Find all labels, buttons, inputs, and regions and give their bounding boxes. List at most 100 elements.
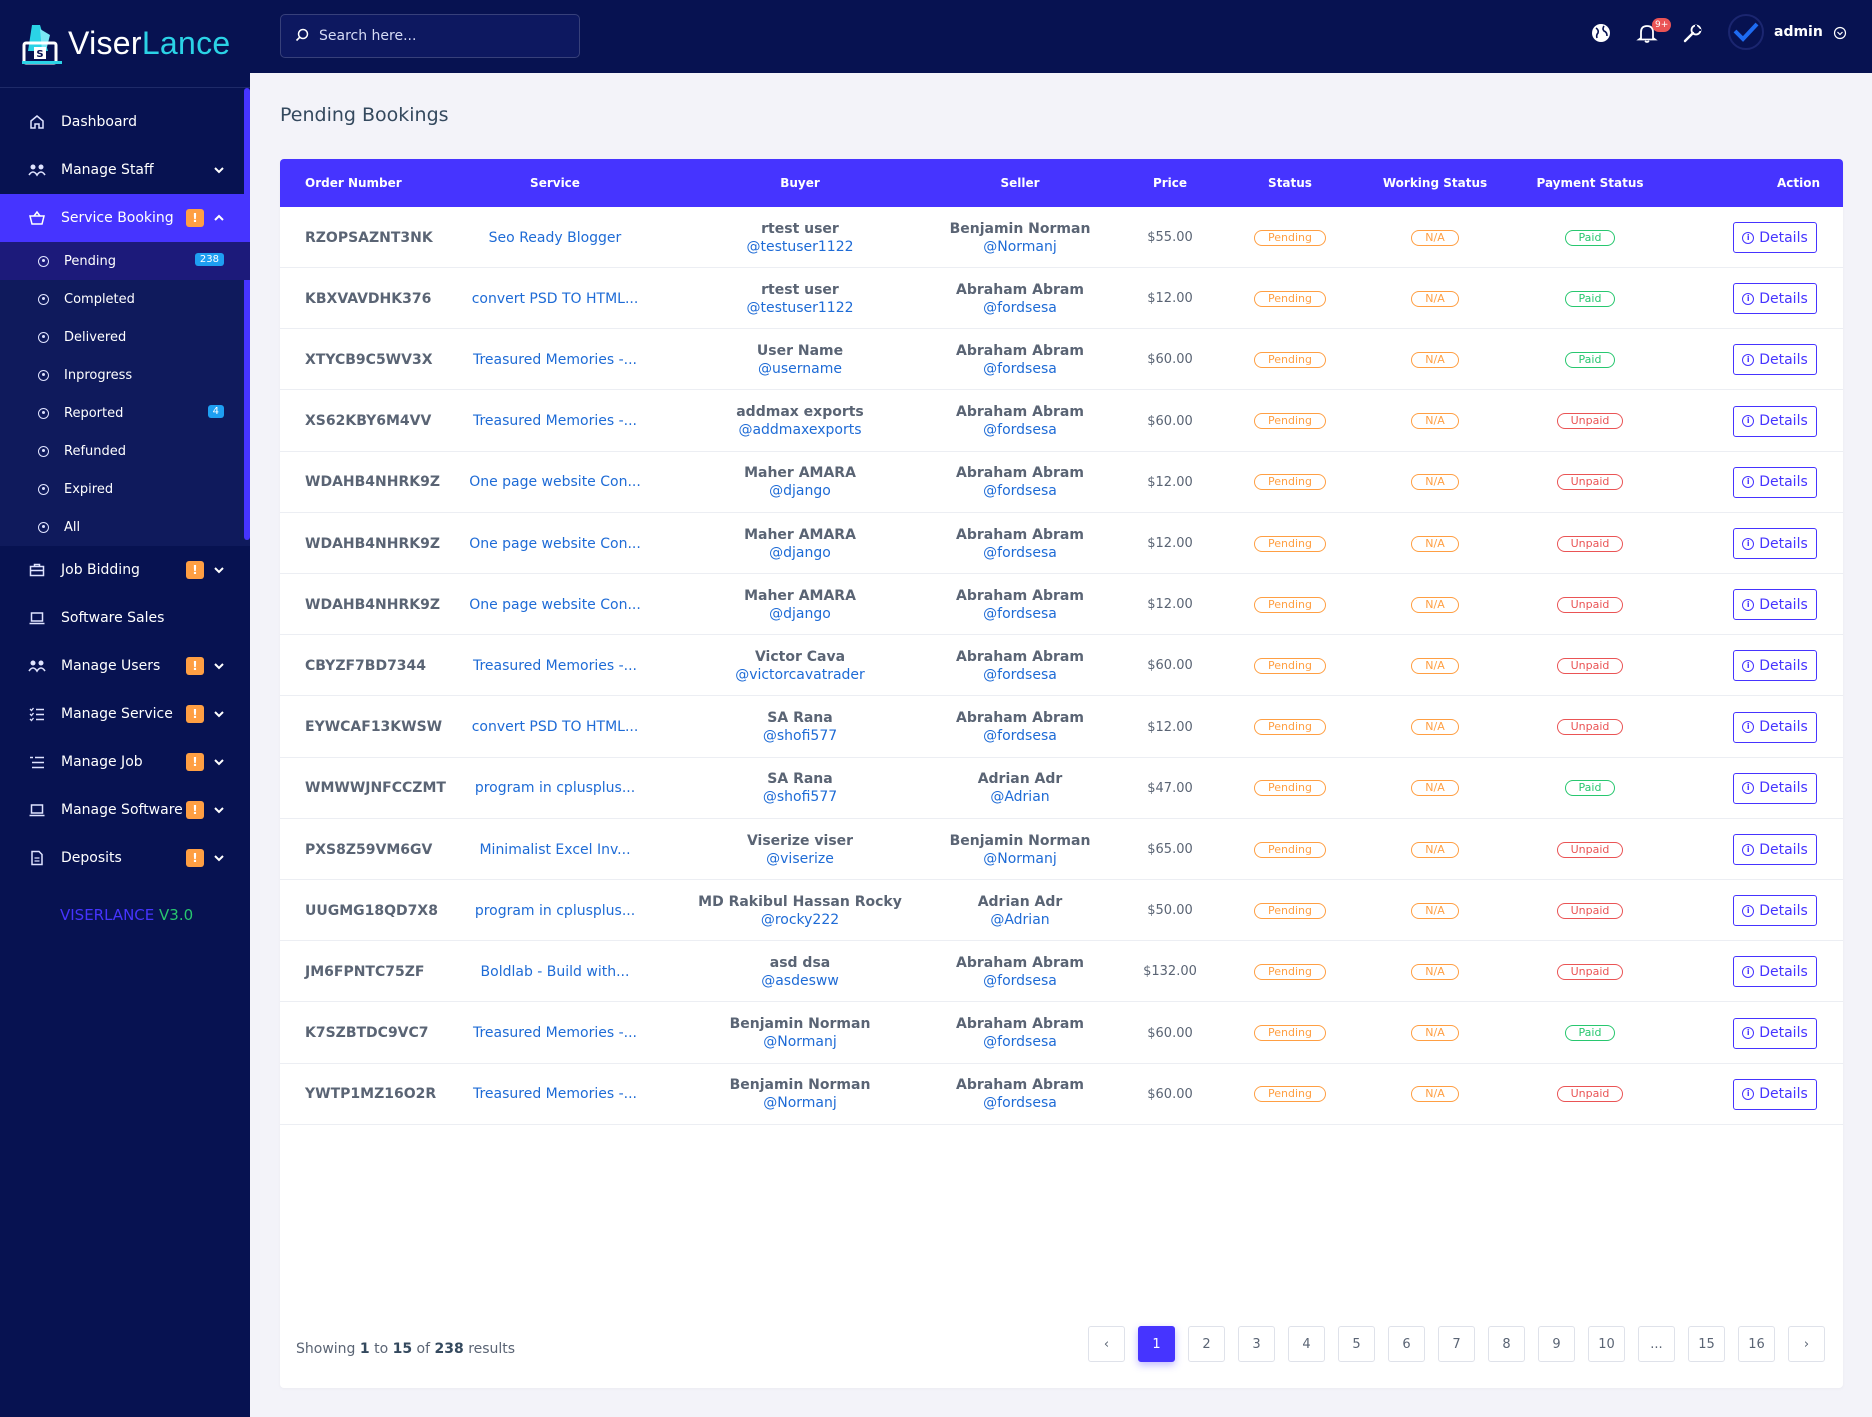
seller-handle-link[interactable]: @fordsesa [983,360,1057,377]
details-button[interactable]: i Details [1733,1017,1817,1049]
next-page-button[interactable]: › [1788,1326,1825,1362]
seller-handle-link[interactable]: @fordsesa [983,605,1057,622]
page-button[interactable]: 7 [1438,1326,1475,1362]
buyer-handle-link[interactable]: @django [769,483,831,500]
details-button[interactable]: i Details [1733,589,1817,621]
buyer-handle-link[interactable]: @Normanj [763,1095,837,1112]
bell-icon[interactable] [1636,22,1658,44]
sidebar-item-deposits[interactable]: Deposits ! [0,834,250,882]
buyer-handle-link[interactable]: @testuser1122 [746,238,854,255]
page-button[interactable]: 4 [1288,1326,1325,1362]
submenu-item-pending[interactable]: Pending 238 [0,242,250,280]
submenu-item-refunded[interactable]: Refunded [0,432,250,470]
page-button[interactable]: 5 [1338,1326,1375,1362]
sidebar-scrollbar[interactable] [244,88,250,540]
seller-handle-link[interactable]: @fordsesa [983,422,1057,439]
search-input[interactable] [319,28,559,44]
submenu-item-delivered[interactable]: Delivered [0,318,250,356]
sidebar-item-manage-software[interactable]: Manage Software ! [0,786,250,834]
search-box[interactable] [280,14,580,58]
buyer-handle-link[interactable]: @addmaxexports [738,422,862,439]
service-link[interactable]: convert PSD TO HTML... [471,719,639,736]
service-link[interactable]: One page website Con... [469,535,641,552]
buyer-handle-link[interactable]: @shofi577 [762,728,838,745]
sidebar-item-manage-staff[interactable]: Manage Staff [0,146,250,194]
service-link[interactable]: program in cplusplus... [474,780,636,797]
sidebar-item-service-booking[interactable]: Service Booking ! [0,194,250,242]
sidebar-item-manage-job[interactable]: Manage Job ! [0,738,250,786]
buyer-handle-link[interactable]: @asdesww [761,972,839,989]
details-button[interactable]: i Details [1733,772,1817,804]
seller-handle-link[interactable]: @fordsesa [983,483,1057,500]
service-link[interactable]: Seo Ready Blogger [488,229,622,246]
seller-handle-link[interactable]: @fordsesa [983,299,1057,316]
details-button[interactable]: i Details [1733,222,1817,253]
buyer-handle-link[interactable]: @username [758,360,842,377]
details-button[interactable]: i Details [1733,956,1817,988]
submenu-item-inprogress[interactable]: Inprogress [0,356,250,394]
globe-icon[interactable] [1590,22,1612,44]
submenu-item-reported[interactable]: Reported 4 [0,394,250,432]
seller-handle-link[interactable]: @fordsesa [983,972,1057,989]
details-button[interactable]: i Details [1733,1078,1817,1110]
buyer-handle-link[interactable]: @viserize [766,850,834,867]
service-link[interactable]: Treasured Memories -... [472,1025,637,1042]
buyer-handle-link[interactable]: @victorcavatrader [735,666,865,683]
submenu-item-all[interactable]: All [0,508,250,546]
details-button[interactable]: i Details [1733,711,1817,743]
seller-handle-link[interactable]: @fordsesa [983,1095,1057,1112]
sidebar-item-job-bidding[interactable]: Job Bidding ! [0,546,250,594]
submenu-item-expired[interactable]: Expired [0,470,250,508]
buyer-handle-link[interactable]: @Normanj [763,1034,837,1051]
page-button[interactable]: 16 [1738,1326,1775,1362]
buyer-handle-link[interactable]: @testuser1122 [746,299,854,316]
sidebar-item-manage-service[interactable]: Manage Service ! [0,690,250,738]
service-link[interactable]: Treasured Memories -... [472,657,637,674]
page-button[interactable]: 3 [1238,1326,1275,1362]
prev-page-button[interactable]: ‹ [1088,1326,1125,1362]
page-button[interactable]: 15 [1688,1326,1725,1362]
page-button[interactable]: 6 [1388,1326,1425,1362]
details-button[interactable]: i Details [1733,344,1817,376]
seller-handle-link[interactable]: @Adrian [990,911,1050,928]
page-button[interactable]: 1 [1138,1326,1175,1362]
brand-logo[interactable]: S ViserLance [0,0,250,88]
details-button[interactable]: i Details [1733,466,1817,498]
service-link[interactable]: Boldlab - Build with... [480,963,630,980]
seller-handle-link[interactable]: @fordsesa [983,544,1057,561]
seller-handle-link[interactable]: @fordsesa [983,728,1057,745]
page-button[interactable]: 9 [1538,1326,1575,1362]
seller-handle-link[interactable]: @fordsesa [983,1034,1057,1051]
seller-handle-link[interactable]: @Adrian [990,789,1050,806]
service-link[interactable]: Treasured Memories -... [472,413,637,430]
sidebar-item-manage-users[interactable]: Manage Users ! [0,642,250,690]
seller-handle-link[interactable]: @fordsesa [983,666,1057,683]
details-button[interactable]: i Details [1733,283,1817,315]
user-menu[interactable]: admin [1728,14,1847,50]
details-button[interactable]: i Details [1733,650,1817,682]
page-button[interactable]: 2 [1188,1326,1225,1362]
buyer-handle-link[interactable]: @rocky222 [760,911,840,928]
sidebar-item-software-sales[interactable]: Software Sales [0,594,250,642]
page-button[interactable]: 8 [1488,1326,1525,1362]
service-link[interactable]: One page website Con... [469,474,641,491]
buyer-handle-link[interactable]: @django [769,605,831,622]
buyer-handle-link[interactable]: @shofi577 [762,789,838,806]
details-button[interactable]: i Details [1733,405,1817,437]
service-link[interactable]: Treasured Memories -... [472,351,637,368]
service-link[interactable]: One page website Con... [469,596,641,613]
details-button[interactable]: i Details [1733,528,1817,559]
seller-handle-link[interactable]: @Normanj [983,238,1057,255]
page-button[interactable]: 10 [1588,1326,1625,1362]
submenu-item-completed[interactable]: Completed [0,280,250,318]
service-link[interactable]: convert PSD TO HTML... [471,290,639,307]
buyer-handle-link[interactable]: @django [769,544,831,561]
service-link[interactable]: Treasured Memories -... [472,1086,637,1103]
service-link[interactable]: Minimalist Excel Inv... [479,841,631,858]
sidebar-item-dashboard[interactable]: Dashboard [0,98,250,146]
service-link[interactable]: program in cplusplus... [474,902,636,919]
details-button[interactable]: i Details [1733,895,1817,927]
details-button[interactable]: i Details [1733,834,1817,865]
wrench-icon[interactable] [1682,22,1704,44]
seller-handle-link[interactable]: @Normanj [983,850,1057,867]
